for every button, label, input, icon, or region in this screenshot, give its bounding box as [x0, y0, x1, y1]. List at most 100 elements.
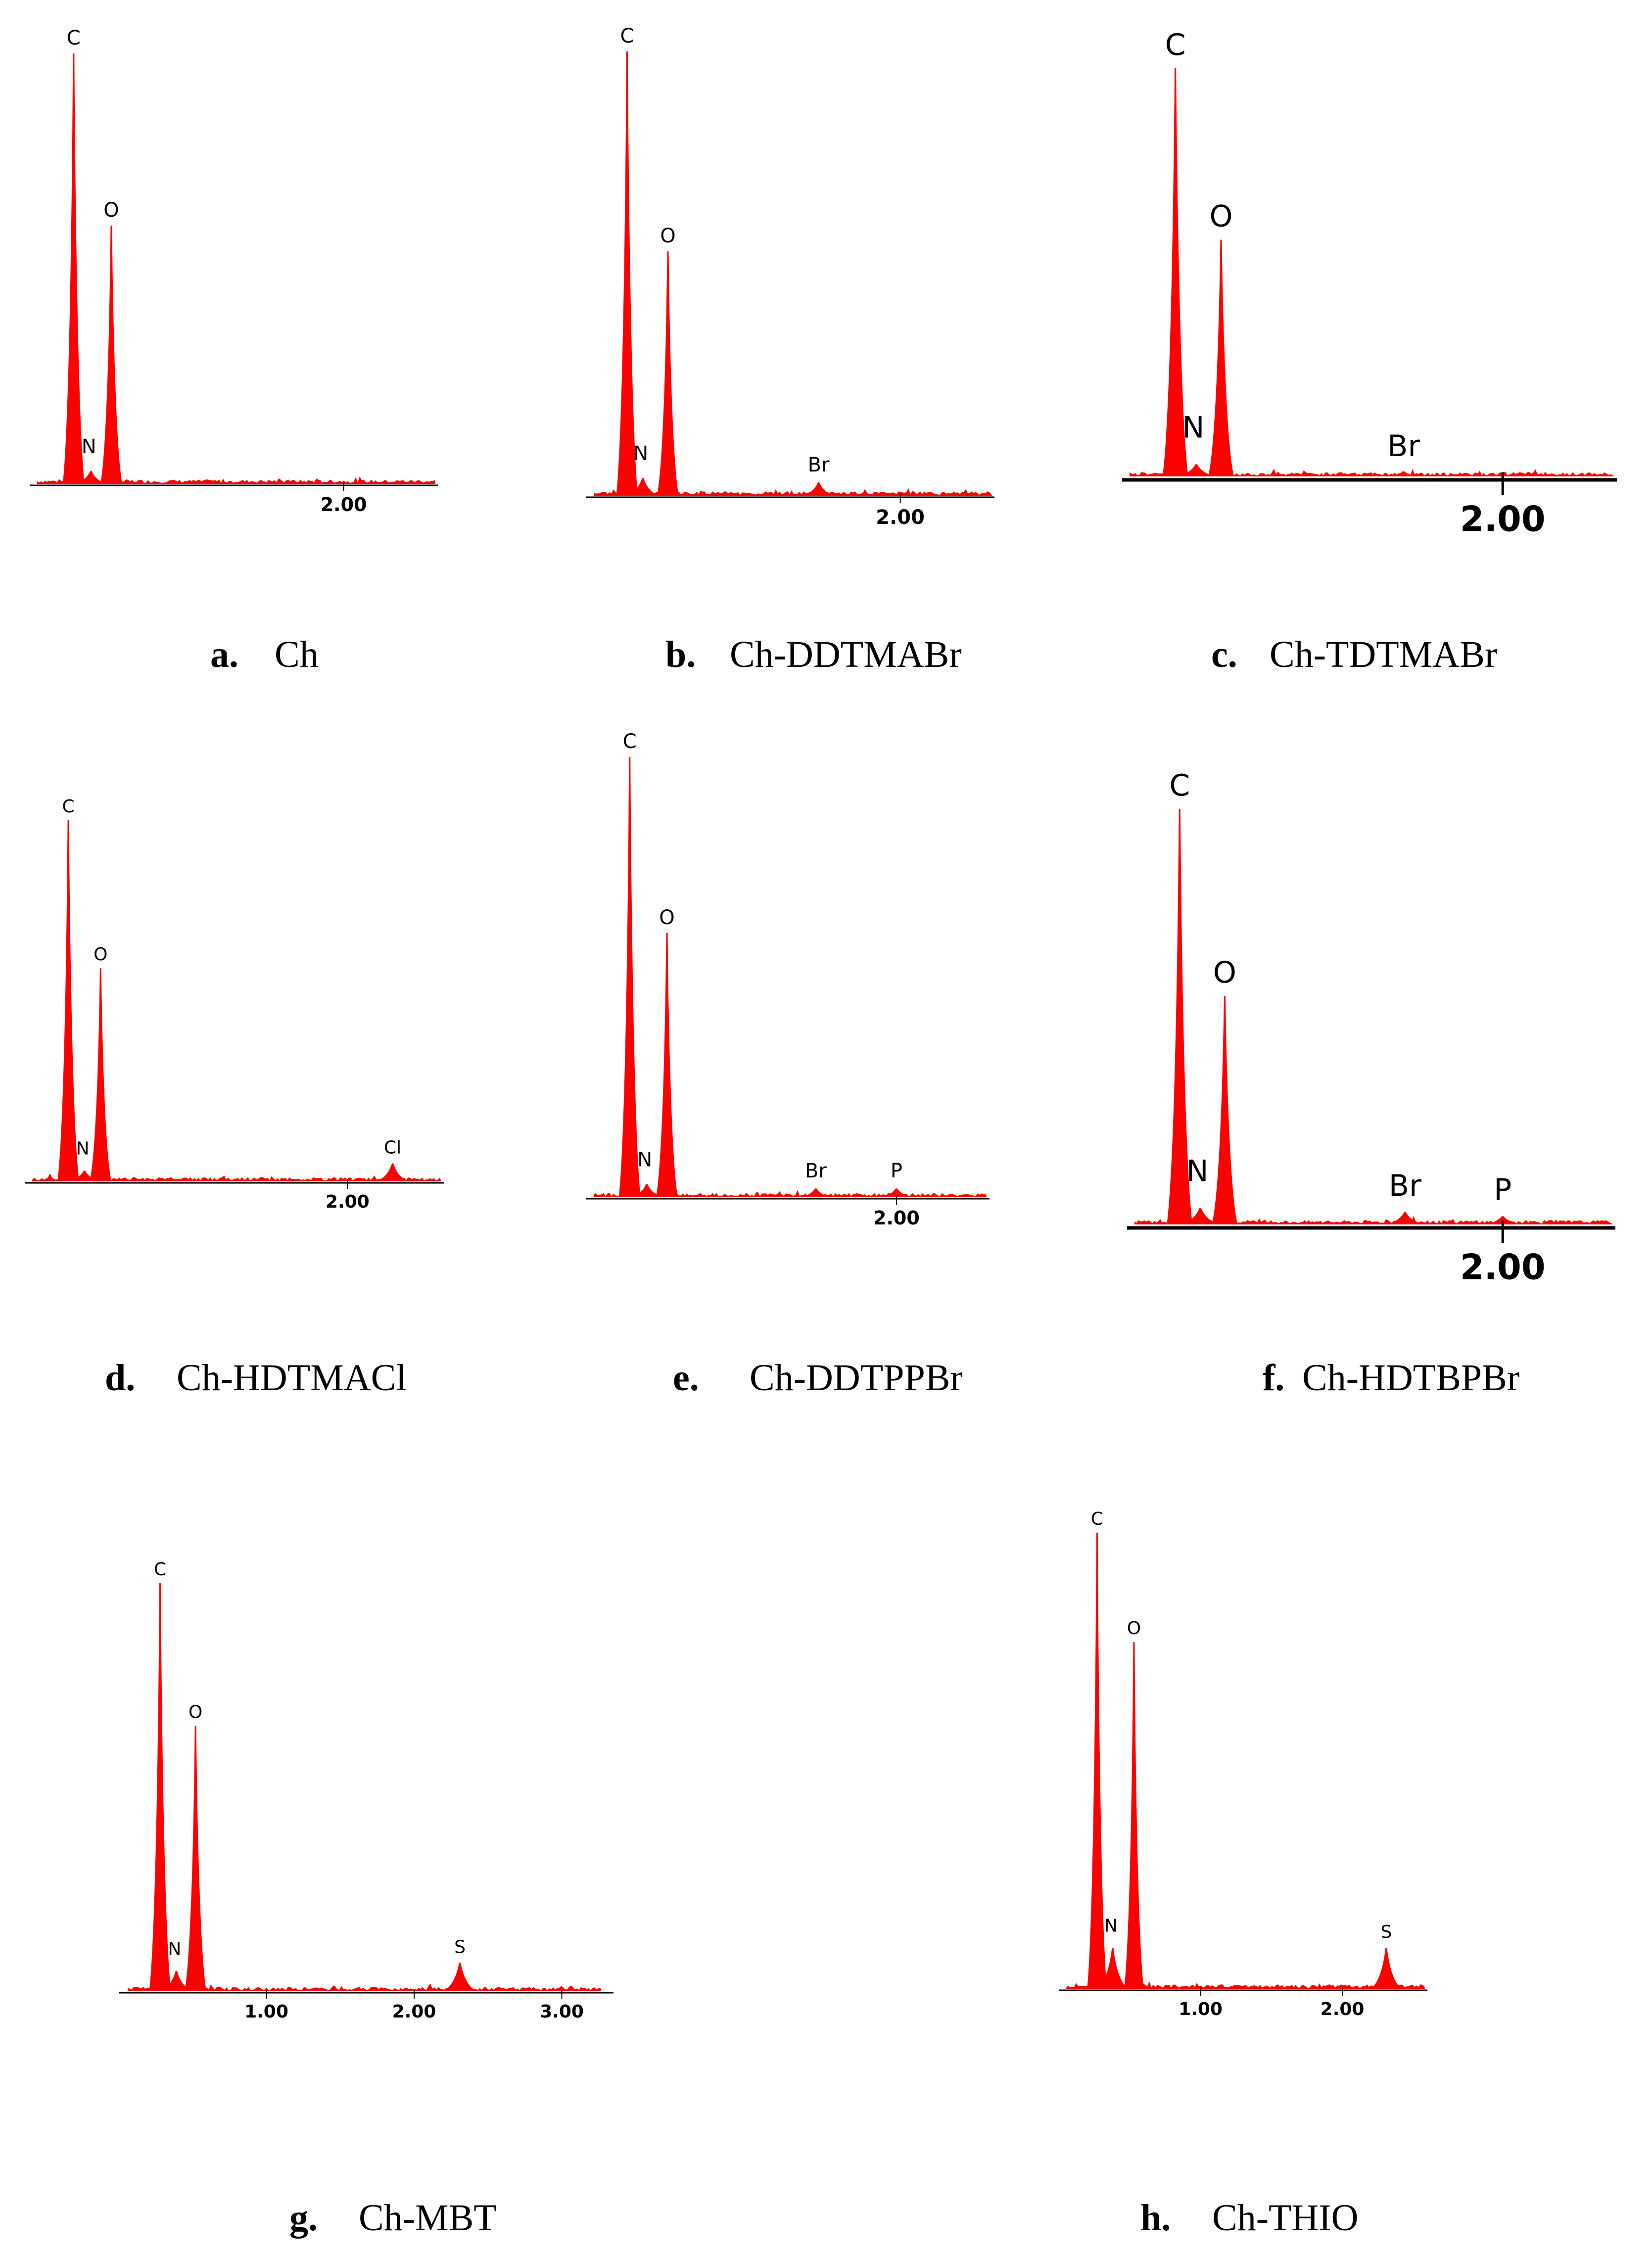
x-tick-label: 2.00 [1460, 1247, 1546, 1288]
peak-C [618, 757, 641, 1197]
spectrum-panel-a: C N O 2.00 [30, 27, 438, 516]
peak-label-O: O [660, 225, 675, 247]
peak-P [1482, 1216, 1523, 1224]
caption-b: b. Ch-DDTMABr [665, 633, 962, 676]
peak-S [442, 1963, 477, 1991]
caption-a-name: Ch [275, 634, 319, 675]
peak-label-N: N [1104, 1916, 1118, 1936]
peak-label-O: O [1209, 199, 1232, 234]
peak-O [100, 226, 122, 484]
peak-label-C: C [620, 25, 634, 47]
peak-N [1180, 1208, 1221, 1224]
caption-h-name: Ch-THIO [1212, 2197, 1359, 2239]
peak-label-O: O [1127, 1618, 1141, 1639]
peak-C [57, 820, 80, 1181]
x-tick-label: 1.00 [244, 2002, 288, 2022]
caption-h: h. Ch-THIO [1140, 2197, 1359, 2240]
x-tick-label: 1.00 [1179, 1999, 1223, 2019]
spectrum-baseline-noise [594, 488, 992, 496]
spectrum-panel-e: C N O Br P 2.00 [586, 730, 990, 1229]
peak-label-N: N [1186, 1154, 1209, 1188]
x-tick-label: 2.00 [876, 506, 925, 529]
caption-g-letter: g. [289, 2197, 318, 2239]
x-tick-label: 2.00 [1321, 1999, 1365, 2019]
x-tick-label: 2.00 [326, 1192, 370, 1212]
spectrum-panel-d: C N O Cl 2.00 [25, 797, 444, 1212]
peak-O [1208, 239, 1234, 476]
peak-O [657, 251, 679, 496]
spectrum-baseline-noise [37, 476, 435, 484]
spectrum-baseline-noise [32, 1173, 441, 1181]
caption-e: e. Ch-DDTPPBr [673, 1357, 963, 1400]
caption-e-letter: e. [673, 1357, 699, 1399]
peak-label-N: N [633, 442, 648, 465]
x-tick-label: 3.00 [540, 2002, 584, 2022]
caption-d-name: Ch-HDTMACl [177, 1357, 407, 1399]
caption-f-letter: f. [1263, 1357, 1285, 1399]
peak-N [159, 1970, 194, 1991]
peak-label-Br: Br [1389, 1169, 1421, 1203]
spectrum-panel-c: C N O Br 2.00 [1122, 28, 1617, 540]
peak-label-C: C [623, 730, 637, 753]
peak-label-C: C [154, 1559, 166, 1580]
peak-label-O: O [1213, 955, 1236, 990]
peak-C [149, 1583, 171, 1991]
spectrum-panel-h: C N O S 1.00 2.00 [1059, 1509, 1427, 2019]
peak-label-C: C [1091, 1509, 1103, 1529]
peak-C [616, 51, 638, 496]
spectrum-panel-b: C N O Br 2.00 [586, 25, 994, 529]
spectrum-baseline-noise [128, 1983, 601, 1991]
peak-N [1176, 464, 1217, 476]
peak-O [90, 968, 112, 1181]
peak-label-Br: Br [805, 1160, 827, 1182]
peak-label-Br: Br [1387, 429, 1420, 464]
caption-a-letter: a. [210, 634, 238, 675]
caption-d-letter: d. [105, 1357, 136, 1399]
x-tick-label: 2.00 [1460, 499, 1546, 540]
caption-g: g. Ch-MBT [289, 2197, 497, 2240]
peak-label-N: N [637, 1148, 652, 1171]
peak-O [1124, 1642, 1144, 1989]
peak-Cl [375, 1163, 410, 1181]
caption-b-letter: b. [665, 634, 696, 675]
peak-Br [798, 1188, 834, 1197]
peak-N [73, 470, 108, 484]
peak-label-Cl: Cl [384, 1138, 401, 1158]
caption-f-name: Ch-HDTBPBr [1302, 1357, 1520, 1399]
peak-label-N: N [168, 1939, 181, 1959]
caption-c-letter: c. [1211, 634, 1237, 675]
caption-c: c. Ch-TDTMABr [1211, 633, 1497, 676]
peak-N [629, 1184, 664, 1197]
caption-g-name: Ch-MBT [359, 2197, 497, 2239]
caption-f: f. Ch-HDTBPBr [1263, 1357, 1519, 1400]
peak-label-N: N [1182, 410, 1205, 445]
peak-S [1370, 1948, 1402, 1989]
peak-Br [801, 482, 836, 496]
spectrum-panel-f: C N O Br P 2.00 [1127, 768, 1615, 1288]
peak-label-O: O [94, 944, 107, 965]
spectrum-baseline-noise [1130, 469, 1614, 476]
caption-a: a. Ch [210, 633, 319, 676]
caption-c-name: Ch-TDTMABr [1270, 634, 1498, 675]
peak-label-S: S [1380, 1922, 1392, 1942]
caption-b-name: Ch-DDTMABr [730, 634, 962, 675]
caption-d: d. Ch-HDTMACl [105, 1357, 406, 1400]
peak-O [1212, 996, 1238, 1224]
caption-h-letter: h. [1140, 2197, 1171, 2239]
peak-label-N: N [82, 435, 96, 458]
spectrum-baseline-noise [1066, 1981, 1425, 1989]
peak-label-C: C [67, 27, 81, 49]
peak-label-C: C [1165, 28, 1186, 62]
spectrum-baseline-noise [1134, 1216, 1613, 1224]
spectrum-panel-g: C N O S 1.00 2.00 3.00 [119, 1559, 614, 2022]
peak-C [1087, 1533, 1107, 1989]
caption-e-name: Ch-DDTPPBr [750, 1357, 963, 1399]
peak-O [185, 1726, 207, 1991]
peak-O [656, 933, 678, 1197]
peak-label-C: C [1169, 768, 1190, 803]
peak-Br [1383, 472, 1424, 476]
peak-C [62, 53, 85, 484]
peak-N [625, 478, 661, 496]
peak-label-P: P [1494, 1172, 1511, 1207]
